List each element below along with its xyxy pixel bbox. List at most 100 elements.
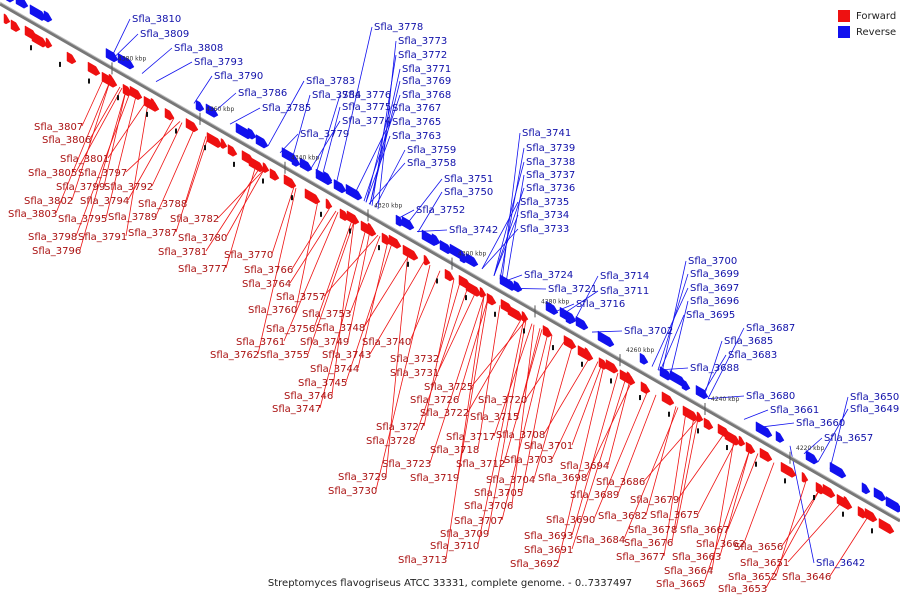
forward-gene-label: Sfla_3646 (782, 572, 831, 583)
forward-connector (571, 377, 627, 550)
forward-gene (640, 381, 651, 394)
marker (175, 128, 177, 134)
forward-gene-label: Sfla_3692 (510, 559, 559, 570)
forward-gene-label: Sfla_3677 (616, 552, 665, 563)
forward-connector (503, 329, 543, 464)
forward-gene (584, 347, 592, 358)
reverse-gene-label: Sfla_3774 (342, 116, 391, 127)
reverse-connector (405, 178, 443, 226)
reverse-gene (105, 47, 119, 63)
forward-gene-label: Sfla_3803 (8, 209, 57, 220)
forward-gene-label: Sfla_3761 (236, 337, 285, 348)
legend-reverse: Reverse (838, 24, 896, 40)
forward-gene-label: Sfla_3678 (628, 525, 677, 536)
forward-gene-label: Sfla_3705 (474, 488, 523, 499)
reverse-connector (377, 40, 397, 210)
reverse-gene-label: Sfla_3765 (392, 117, 441, 128)
reverse-connector (229, 107, 261, 125)
forward-connector (487, 320, 527, 534)
forward-connector (217, 169, 265, 219)
marker (320, 211, 322, 217)
forward-gene-label: Sfla_3796 (32, 246, 81, 257)
marker (233, 161, 235, 167)
forward-connector (429, 295, 485, 464)
forward-gene-label: Sfla_3780 (178, 233, 227, 244)
forward-gene-label: Sfla_3732 (390, 354, 439, 365)
forward-connector (349, 236, 381, 314)
reverse-connector (555, 303, 575, 312)
forward-connector (413, 286, 469, 441)
reverse-gene-label: Sfla_3661 (770, 405, 819, 416)
forward-connector (445, 295, 485, 560)
reverse-gene-label: Sfla_3721 (548, 284, 597, 295)
forward-gene-label: Sfla_3748 (316, 323, 365, 334)
forward-gene-label: Sfla_3755 (260, 350, 309, 361)
forward-gene-label: Sfla_3710 (430, 541, 479, 552)
forward-gene (696, 411, 704, 423)
forward-gene (563, 335, 577, 350)
reverse-gene-label: Sfla_3786 (238, 88, 287, 99)
marker (523, 328, 525, 334)
reverse-gene-label: Sfla_3736 (526, 183, 575, 194)
forward-gene-label: Sfla_3789 (108, 212, 157, 223)
reverse-gene-label: Sfla_3699 (690, 269, 739, 280)
forward-gene-label: Sfla_3726 (410, 395, 459, 406)
tick-label: 4380 kbp (118, 55, 146, 62)
forward-connector (369, 261, 425, 355)
tick-label: 4240 kbp (711, 396, 739, 403)
forward-connector (127, 117, 175, 201)
reverse-label: Reverse (856, 26, 897, 38)
forward-gene (605, 359, 619, 374)
forward-gene-label: Sfla_3744 (310, 364, 359, 375)
reverse-gene-label: Sfla_3776 (342, 90, 391, 101)
forward-gene-label: Sfla_3682 (598, 511, 647, 522)
reverse-connector (363, 94, 401, 202)
reverse-gene-label: Sfla_3771 (402, 64, 451, 75)
forward-connector (551, 361, 599, 460)
forward-gene (220, 138, 228, 149)
genome-backbone-highlight (0, 1, 900, 520)
reverse-gene-label: Sfla_3660 (796, 418, 845, 429)
forward-gene (724, 429, 741, 446)
forward-gene-label: Sfla_3676 (624, 538, 673, 549)
forward-connector (363, 253, 411, 328)
forward-gene (759, 447, 773, 462)
reverse-connector (193, 75, 213, 104)
forward-gene (864, 507, 878, 523)
forward-connector (155, 129, 195, 217)
forward-connector (437, 282, 461, 359)
reverse-gene (323, 171, 333, 184)
forward-connector (225, 164, 257, 269)
reverse-gene-label: Sfla_3657 (824, 433, 873, 444)
reverse-gene-label: Sfla_3650 (850, 392, 899, 403)
forward-gene (10, 19, 21, 32)
reverse-connector (661, 260, 687, 373)
forward-gene-label: Sfla_3662 (696, 539, 745, 550)
marker (726, 445, 728, 451)
reverse-gene-label: Sfla_3716 (576, 299, 625, 310)
forward-connector (319, 228, 367, 409)
forward-gene-label: Sfla_3802 (24, 196, 73, 207)
reverse-gene-label: Sfla_3779 (300, 129, 349, 140)
reverse-connector (141, 47, 173, 74)
forward-swatch (838, 10, 850, 22)
forward-connector (677, 433, 725, 500)
forward-gene-label: Sfla_3718 (430, 445, 479, 456)
forward-gene (878, 518, 895, 535)
forward-gene (822, 483, 836, 499)
reverse-gene-label: Sfla_3775 (342, 102, 391, 113)
reverse-gene-label: Sfla_3785 (262, 103, 311, 114)
reverse-connector (561, 290, 599, 316)
forward-gene-label: Sfla_3746 (284, 391, 333, 402)
forward-connector (829, 516, 869, 577)
forward-gene (206, 131, 223, 149)
forward-gene-label: Sfla_3679 (630, 495, 679, 506)
forward-gene (626, 371, 634, 383)
reverse-gene-label: Sfla_3750 (444, 187, 493, 198)
forward-gene (521, 310, 529, 322)
reverse-gene-label: Sfla_3767 (392, 103, 441, 114)
forward-gene-label: Sfla_3794 (80, 196, 129, 207)
forward-gene-label: Sfla_3799 (56, 182, 105, 193)
reverse-gene-label: Sfla_3733 (520, 224, 569, 235)
forward-gene-label: Sfla_3797 (78, 168, 127, 179)
